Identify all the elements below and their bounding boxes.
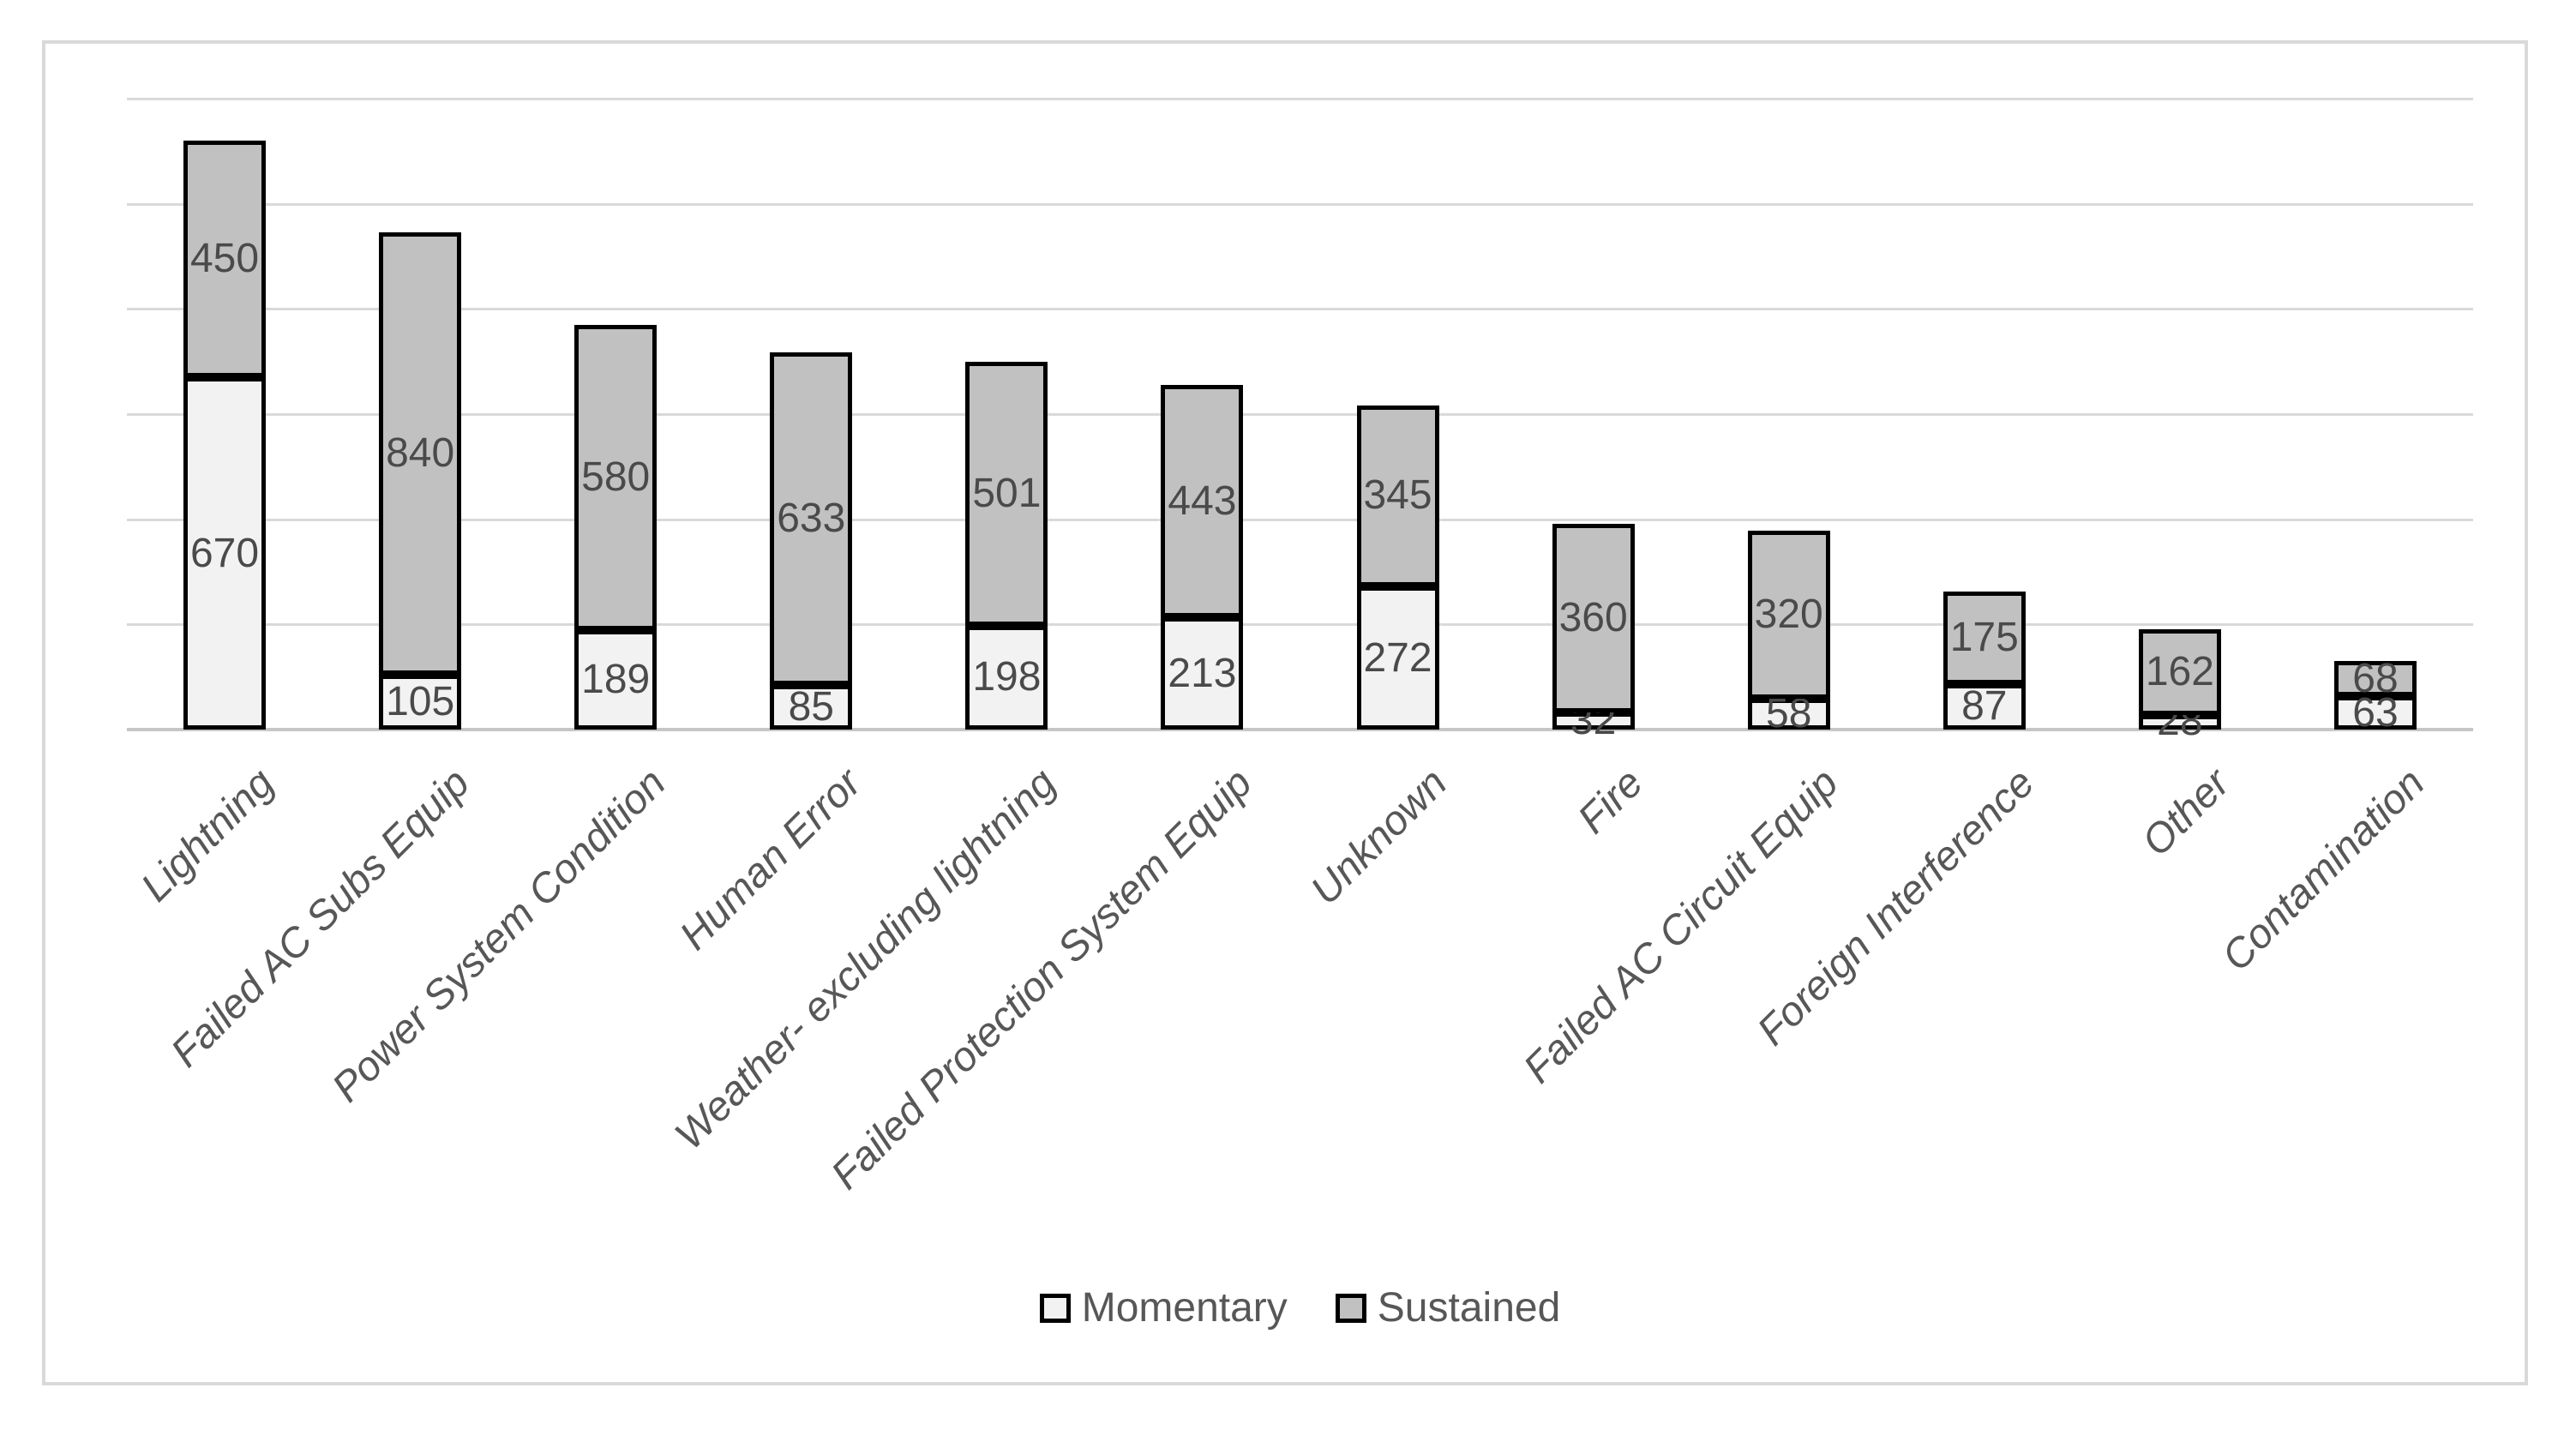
- gridline-y600: [127, 413, 2473, 416]
- data-label-momentary-3: 85: [788, 683, 834, 730]
- data-label-momentary-0: 670: [189, 530, 260, 576]
- legend: Momentary Sustained: [127, 1288, 2473, 1329]
- bar-segment-momentary-6: [1356, 586, 1439, 730]
- data-label-sustained-11: 68: [2352, 655, 2399, 701]
- bar-segment-momentary-0: [183, 377, 267, 730]
- legend-swatch-sustained: [1335, 1294, 1366, 1323]
- legend-item-momentary: Momentary: [1039, 1285, 1288, 1331]
- legend-item-sustained: Sustained: [1335, 1285, 1561, 1331]
- data-label-sustained-0: 450: [189, 236, 260, 282]
- gridline-y200: [127, 623, 2473, 627]
- data-label-sustained-3: 633: [777, 495, 846, 541]
- bar-segment-momentary-2: [574, 630, 658, 730]
- bar-segment-sustained-8: [1747, 531, 1830, 700]
- data-label-momentary-9: 87: [1961, 683, 2008, 730]
- bar-segment-momentary-5: [1161, 617, 1244, 730]
- bar-segment-momentary-11: [2333, 696, 2417, 730]
- data-label-momentary-11: 63: [2352, 689, 2399, 736]
- data-label-sustained-2: 580: [581, 454, 651, 501]
- bar-segment-sustained-3: [770, 351, 853, 685]
- bar-segment-momentary-8: [1747, 699, 1830, 730]
- bar-segment-momentary-4: [965, 625, 1048, 730]
- data-label-sustained-9: 175: [1949, 614, 2019, 660]
- bar-segment-momentary-3: [770, 684, 853, 730]
- gridline-y400: [127, 518, 2473, 521]
- bar-segment-sustained-9: [1943, 592, 2026, 684]
- data-label-sustained-1: 840: [386, 430, 455, 476]
- gridline-y1000: [127, 202, 2473, 206]
- data-label-sustained-6: 345: [1363, 472, 1432, 519]
- bar-segment-momentary-10: [2138, 714, 2221, 730]
- data-label-momentary-5: 213: [1168, 650, 1237, 696]
- data-label-momentary-2: 189: [581, 657, 651, 703]
- bar-segment-sustained-1: [379, 232, 462, 675]
- data-label-momentary-4: 198: [972, 654, 1042, 700]
- bar-segment-momentary-1: [379, 674, 462, 730]
- data-label-sustained-5: 443: [1168, 478, 1237, 524]
- bar-segment-sustained-4: [965, 362, 1048, 626]
- bar-segment-sustained-6: [1356, 405, 1439, 587]
- data-label-sustained-7: 360: [1558, 594, 1628, 640]
- legend-swatch-momentary: [1039, 1294, 1071, 1323]
- x-axis-line: [127, 728, 2473, 731]
- bar-segment-sustained-7: [1552, 523, 1635, 713]
- data-label-sustained-8: 320: [1754, 592, 1823, 638]
- data-label-sustained-4: 501: [972, 470, 1042, 516]
- data-label-momentary-6: 272: [1363, 634, 1432, 681]
- bar-segment-momentary-9: [1943, 683, 2026, 730]
- legend-label-momentary: Momentary: [1081, 1285, 1288, 1331]
- gridline-y800: [127, 308, 2473, 311]
- data-label-sustained-10: 162: [2145, 649, 2214, 695]
- bar-segment-sustained-0: [183, 141, 267, 378]
- data-label-momentary-1: 105: [386, 678, 455, 724]
- gridline-y1200: [127, 98, 2473, 100]
- bar-segment-sustained-10: [2138, 629, 2221, 715]
- bar-segment-momentary-7: [1552, 712, 1635, 730]
- bar-segment-sustained-5: [1161, 384, 1244, 618]
- legend-label-sustained: Sustained: [1377, 1285, 1561, 1331]
- data-label-momentary-8: 58: [1766, 691, 1812, 737]
- bar-segment-sustained-11: [2333, 660, 2417, 697]
- bar-segment-sustained-2: [574, 325, 658, 631]
